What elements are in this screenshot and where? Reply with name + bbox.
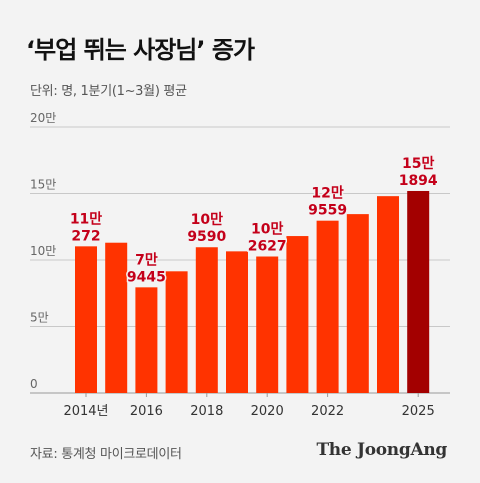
x-tick-label: 2016 bbox=[130, 404, 163, 419]
x-tick-label: 2022 bbox=[311, 404, 344, 419]
data-label-2022: 12만 9559 bbox=[308, 186, 347, 219]
bar-2017 bbox=[165, 271, 188, 393]
publisher-logo: The JoongAng bbox=[316, 440, 447, 460]
bar-2025 bbox=[407, 190, 430, 393]
bar-2020 bbox=[256, 256, 279, 393]
unit-note: 단위: 명, 1분기(1~3월) 평균 bbox=[30, 84, 187, 99]
x-tick-label: 2020 bbox=[251, 404, 284, 419]
bar-2019 bbox=[226, 251, 248, 393]
bar-2021 bbox=[286, 236, 309, 393]
data-label-2025: 15만 1894 bbox=[399, 156, 438, 189]
data-label-2014: 11만 272 bbox=[70, 211, 102, 244]
y-tick-label: 15만 bbox=[30, 178, 56, 192]
source-note: 자료: 통계청 마이크로데이터 bbox=[30, 447, 182, 462]
y-tick-label: 0 bbox=[30, 377, 38, 391]
bar-2016 bbox=[135, 287, 158, 393]
bar-2023 bbox=[346, 214, 369, 393]
data-label-2018: 10만 9590 bbox=[187, 212, 226, 245]
chart-title: ‘부업 뛰는 사장님’ 증가 bbox=[26, 36, 255, 64]
y-tick-label: 10만 bbox=[30, 244, 56, 258]
x-tick-label: 2014년 bbox=[63, 404, 108, 419]
bar-2015 bbox=[105, 242, 128, 393]
data-label-2016: 7만 9445 bbox=[127, 252, 166, 285]
y-tick-label: 20만 bbox=[30, 111, 56, 125]
x-tick-label: 2018 bbox=[190, 404, 223, 419]
bar-2024 bbox=[377, 196, 399, 393]
data-label-2020: 10만 2627 bbox=[248, 222, 287, 255]
bar-2018 bbox=[195, 247, 218, 393]
x-tick-label: 2025 bbox=[402, 404, 435, 419]
y-tick-label: 5만 bbox=[30, 311, 49, 325]
bar-2014 bbox=[75, 246, 97, 393]
bar-2022 bbox=[316, 220, 339, 393]
